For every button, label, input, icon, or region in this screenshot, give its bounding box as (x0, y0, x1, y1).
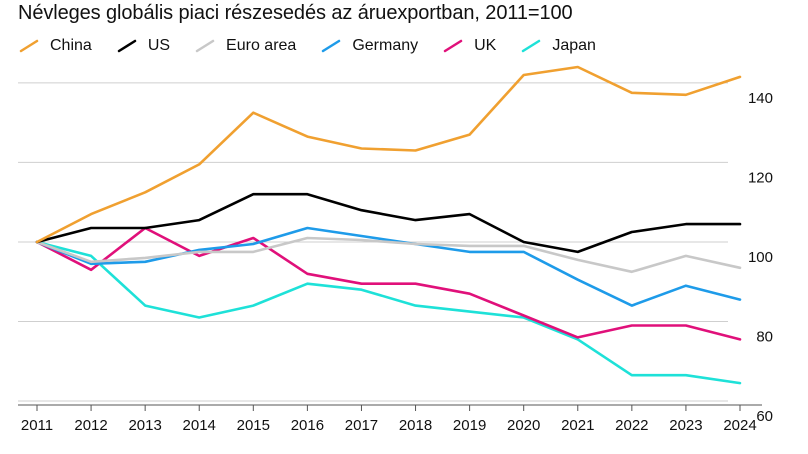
series-line-uk (35, 226, 742, 341)
y-tick-label-140: 140 (748, 90, 773, 107)
x-tick-label-2023: 2023 (669, 417, 702, 434)
legend-label-euro-area: Euro area (226, 37, 297, 54)
legend-item-us: US (116, 37, 170, 55)
x-tick-label-2024: 2024 (723, 417, 756, 434)
legend-item-germany: Germany (320, 37, 418, 55)
series-line-china (35, 65, 742, 244)
series-line-euro-area (35, 236, 742, 274)
legend-swatch-china (19, 39, 39, 53)
legend: China US Euro area Germany UK Japan (18, 36, 620, 56)
x-tick-label-2013: 2013 (128, 417, 161, 434)
legend-swatch-japan (522, 39, 541, 53)
x-tick-label-2015: 2015 (237, 417, 270, 434)
legend-label-uk: UK (474, 37, 497, 54)
legend-item-china: China (18, 37, 92, 55)
y-tick-label-60: 60 (756, 408, 773, 425)
x-tick-label-2012: 2012 (74, 417, 107, 434)
legend-label-germany: Germany (352, 37, 419, 54)
legend-swatch-us (117, 39, 137, 53)
series-line-germany (35, 226, 742, 307)
legend-label-japan: Japan (552, 37, 596, 54)
y-tick-label-80: 80 (756, 328, 773, 345)
series-line-us (35, 192, 742, 254)
x-tick-label-2017: 2017 (345, 417, 378, 434)
legend-item-japan: Japan (520, 37, 596, 55)
y-tick-label-120: 120 (748, 169, 773, 186)
x-tick-label-2019: 2019 (453, 417, 486, 434)
x-tick-label-2021: 2021 (561, 417, 594, 434)
legend-swatch-germany (322, 39, 341, 53)
chart-title: Névleges globális piaci részesedés az ár… (18, 2, 573, 24)
x-tick-label-2016: 2016 (291, 417, 324, 434)
legend-swatch-uk (443, 39, 463, 53)
legend-item-uk: UK (442, 37, 496, 55)
legend-swatch-euro-area (195, 39, 215, 53)
x-tick-label-2022: 2022 (615, 417, 648, 434)
y-tick-label-100: 100 (748, 249, 773, 266)
x-tick-label-2020: 2020 (507, 417, 540, 434)
x-tick-label-2018: 2018 (399, 417, 432, 434)
x-tick-label-2014: 2014 (183, 417, 216, 434)
x-tick-label-2011: 2011 (21, 417, 53, 434)
series-line-japan (35, 240, 742, 385)
legend-label-us: US (147, 37, 171, 54)
legend-item-euro-area: Euro area (194, 37, 296, 55)
legend-label-china: China (50, 37, 92, 54)
